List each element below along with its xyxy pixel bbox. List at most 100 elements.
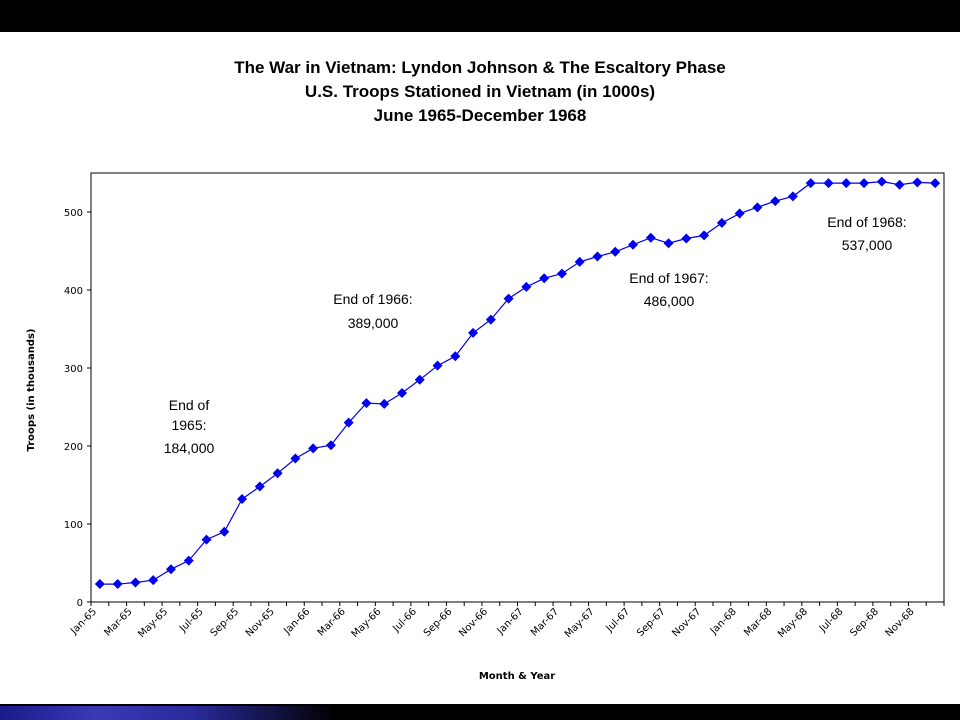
x-tick-label: Jan-68 — [708, 606, 739, 637]
data-point-marker — [876, 176, 887, 187]
bottom-divider — [0, 704, 960, 706]
y-axis: 0 100 200 300 400 500 — [64, 208, 91, 609]
x-tick-label: Mar-66 — [316, 606, 348, 638]
x-tick-label: Jan-67 — [495, 606, 526, 637]
x-tick-label: Nov-68 — [884, 606, 917, 639]
x-tick-label: Jan-66 — [281, 606, 312, 637]
data-point-marker — [468, 327, 479, 338]
data-point-marker — [521, 281, 532, 292]
data-point-marker — [325, 440, 336, 451]
chart-subtitle-1: U.S. Troops Stationed in Vietnam (in 100… — [304, 82, 656, 101]
data-point-marker — [432, 360, 443, 371]
data-point-marker — [681, 233, 692, 244]
chart-title: The War in Vietnam: Lyndon Johnson & The… — [234, 58, 726, 77]
chart-subtitle-2: June 1965-December 1968 — [373, 106, 587, 125]
data-point-marker — [165, 564, 176, 575]
chart-titles: The War in Vietnam: Lyndon Johnson & The… — [0, 56, 960, 128]
data-point-marker — [663, 238, 674, 249]
data-point-marker — [485, 314, 496, 325]
data-point-marker — [752, 202, 763, 213]
y-tick-label: 100 — [64, 520, 83, 531]
data-point-marker — [610, 246, 621, 257]
annotation-1968-line1: End of 1968: — [827, 214, 906, 230]
y-tick-label: 500 — [64, 208, 83, 219]
data-point-marker — [716, 217, 727, 228]
x-tick-label: Jul-68 — [817, 606, 846, 635]
data-point-marker — [148, 575, 159, 586]
x-tick-label: Jan-65 — [68, 606, 99, 637]
x-tick-label: Mar-68 — [742, 606, 774, 638]
series-line-troops — [99, 180, 936, 585]
bottom-gradient-bar — [0, 706, 960, 720]
data-point-marker — [823, 178, 834, 189]
data-point-marker — [130, 577, 141, 588]
x-tick-label: Sep-65 — [209, 606, 242, 639]
data-point-marker — [396, 387, 407, 398]
x-tick-label: Jul-67 — [604, 606, 633, 635]
data-point-marker — [912, 177, 923, 188]
data-point-marker — [699, 230, 710, 241]
data-point-marker — [308, 443, 319, 454]
x-tick-label: May-68 — [776, 606, 810, 640]
annotation-1966-line2: 389,000 — [348, 315, 399, 331]
top-black-bar — [0, 0, 960, 32]
annotation-1965-line3: 184,000 — [164, 440, 215, 456]
data-point-marker — [859, 178, 870, 189]
data-point-marker — [539, 273, 550, 284]
x-tick-label: Jul-66 — [390, 606, 419, 635]
annotation-1966-line1: End of 1966: — [333, 291, 412, 307]
data-point-marker — [237, 494, 248, 505]
data-point-marker — [219, 526, 230, 537]
x-tick-label: Nov-66 — [457, 606, 490, 639]
data-point-marker — [94, 579, 105, 590]
data-point-marker — [290, 453, 301, 464]
data-point-marker — [254, 481, 265, 492]
x-tick-label: May-67 — [563, 606, 597, 640]
data-point-marker — [734, 208, 745, 219]
x-tick-label: Jul-65 — [177, 606, 206, 635]
data-point-marker — [414, 374, 425, 385]
data-point-marker — [379, 398, 390, 409]
x-tick-label: Mar-67 — [529, 606, 561, 638]
plot-area-frame — [90, 172, 945, 603]
y-tick-label: 400 — [64, 286, 83, 297]
data-point-marker — [805, 178, 816, 189]
series-markers — [94, 176, 941, 590]
annotation-1968-line2: 537,000 — [842, 237, 893, 253]
data-point-marker — [645, 232, 656, 243]
annotation-1965-line2: 1965: — [171, 417, 206, 433]
y-tick-label: 200 — [64, 442, 83, 453]
y-tick-label: 0 — [77, 598, 83, 609]
annotation-1967-line2: 486,000 — [644, 293, 695, 309]
annotation-1967-line1: End of 1967: — [629, 270, 708, 286]
x-axis: Jan-65 Mar-65 May-65 Jul-65 Sep-65 Nov-65 Jan-… — [68, 602, 945, 640]
data-point-marker — [201, 534, 212, 545]
y-tick-label: 300 — [64, 364, 83, 375]
x-tick-label: May-66 — [350, 606, 384, 640]
data-point-marker — [450, 351, 461, 362]
x-tick-label: Sep-67 — [635, 606, 668, 639]
data-point-marker — [503, 293, 514, 304]
data-point-marker — [361, 398, 372, 409]
data-point-marker — [930, 178, 941, 189]
data-point-marker — [628, 239, 639, 250]
x-tick-label: Sep-66 — [422, 606, 455, 639]
y-axis-title: Troops (in thousands) — [26, 329, 37, 452]
data-point-marker — [183, 555, 194, 566]
data-point-marker — [787, 191, 798, 202]
data-point-marker — [592, 251, 603, 262]
x-tick-label: Nov-65 — [244, 606, 277, 639]
x-axis-title: Month & Year — [479, 671, 555, 682]
annotations: End of 1965: 184,000 End of 1966: 389,00… — [164, 214, 907, 456]
data-point-marker — [343, 417, 354, 428]
x-tick-label: Mar-65 — [102, 606, 134, 638]
data-point-marker — [894, 179, 905, 190]
annotation-1965-line1: End of — [169, 397, 210, 413]
data-point-marker — [112, 579, 123, 590]
x-tick-label: May-65 — [136, 606, 170, 640]
data-point-marker — [556, 268, 567, 279]
x-tick-label: Sep-68 — [848, 606, 881, 639]
data-point-marker — [770, 196, 781, 207]
data-point-marker — [841, 178, 852, 189]
